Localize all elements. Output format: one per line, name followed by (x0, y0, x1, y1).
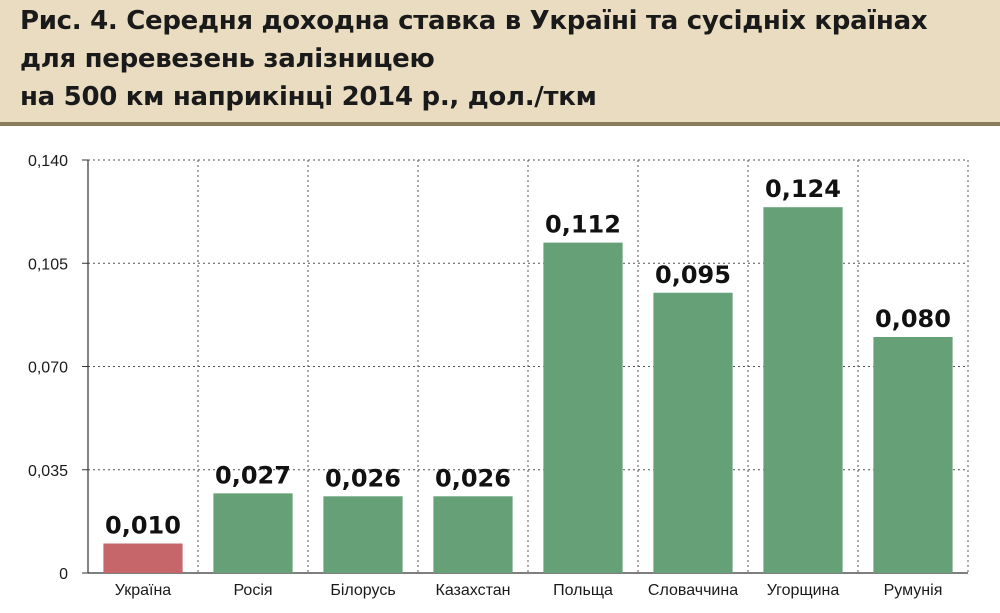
bar (763, 207, 843, 573)
category-label: Казахстан (436, 582, 511, 599)
category-label: Румунія (884, 582, 943, 599)
data-label: 0,027 (215, 461, 291, 489)
data-labels: 0,010 0,027 0,026 0,026 0,112 0,095 0,124 0,080 (105, 175, 951, 539)
data-label: 0,026 (435, 464, 511, 492)
data-label: 0,124 (765, 175, 841, 203)
bar (323, 496, 403, 573)
data-label: 0,095 (655, 261, 731, 289)
y-tick-label: 0,070 (28, 360, 68, 377)
y-tick-label: 0,140 (28, 153, 68, 170)
y-tick-label: 0,105 (28, 256, 68, 273)
category-label: Словаччина (648, 582, 738, 599)
chart-title-line-2: для перевезень залізницею (20, 44, 435, 74)
category-label: Росія (233, 582, 272, 599)
data-label: 0,010 (105, 512, 181, 540)
category-label: Білорусь (330, 582, 395, 599)
bar (213, 493, 293, 573)
category-label: Угорщина (767, 582, 840, 599)
y-tick-label: 0,035 (28, 463, 68, 480)
bar (873, 337, 953, 573)
chart-header: Рис. 4. Середня доходна ставка в Україні… (0, 0, 1000, 126)
bars (103, 207, 953, 573)
y-tick-label: 0 (59, 566, 68, 583)
bar (543, 242, 623, 573)
bar (653, 292, 733, 573)
chart-title-line-3: на 500 км наприкінці 2014 р., дол./ткм (20, 82, 597, 112)
bar (103, 543, 183, 573)
chart-title-line-1: Рис. 4. Середня доходна ставка в Україні… (20, 6, 928, 36)
data-label: 0,112 (545, 211, 621, 239)
category-labels: Україна Росія Білорусь Казахстан Польща Слова… (115, 582, 943, 599)
category-label: Польща (553, 582, 613, 599)
category-label: Україна (115, 582, 172, 599)
data-label: 0,026 (325, 464, 401, 492)
bar (433, 496, 513, 573)
data-label: 0,080 (875, 305, 951, 333)
y-axis-ticks: 0 0,035 0,070 0,105 0,140 (28, 153, 68, 583)
